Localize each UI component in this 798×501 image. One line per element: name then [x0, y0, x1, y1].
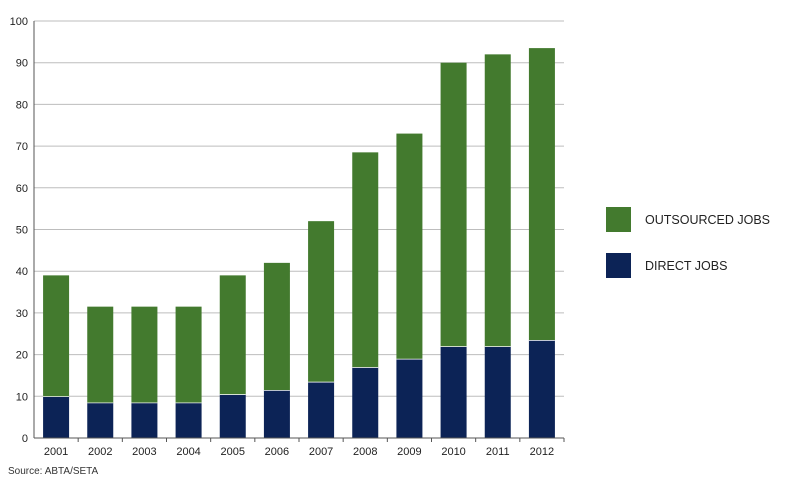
x-tick-label: 2011	[486, 446, 510, 458]
bar-direct	[131, 402, 158, 438]
legend-swatch	[606, 253, 631, 278]
gridlines	[34, 20, 564, 397]
bar-outsourced	[484, 54, 511, 347]
bar-direct	[219, 394, 246, 438]
x-tick-label: 2005	[221, 446, 245, 458]
x-tick-label: 2001	[44, 446, 68, 458]
source-note: Source: ABTA/SETA	[8, 466, 99, 477]
bar-direct	[87, 402, 114, 438]
bar-direct	[396, 358, 423, 438]
x-axis: 2001 2002 2003 2004 2005 2006 2007 2008 2009 2010…	[34, 437, 565, 458]
y-axis: 0 10 20 30 40 50 60 70 80 90 100	[10, 16, 35, 445]
y-tick-label: 40	[16, 266, 28, 278]
bar-direct	[528, 340, 555, 438]
bar-outsourced	[43, 275, 70, 397]
y-tick-label: 100	[10, 16, 28, 28]
bar-outsourced	[396, 133, 423, 359]
bar-outsourced	[87, 306, 114, 403]
bar-direct	[43, 396, 70, 438]
x-tick-label: 2008	[353, 446, 377, 458]
x-tick-label: 2009	[397, 446, 421, 458]
y-tick-label: 20	[16, 350, 28, 362]
y-tick-label: 30	[16, 308, 28, 320]
bar-direct	[263, 390, 290, 438]
x-tick-label: 2012	[530, 446, 554, 458]
bar-direct	[175, 402, 202, 438]
y-tick-label: 60	[16, 183, 28, 195]
legend-label: DIRECT JOBS	[645, 259, 727, 273]
bar-direct	[308, 381, 335, 438]
legend-label: OUTSOURCED JOBS	[645, 213, 770, 227]
bar-outsourced	[131, 306, 158, 403]
legend: OUTSOURCED JOBS DIRECT JOBS	[606, 207, 770, 278]
bar-direct	[484, 346, 511, 438]
x-tick-label: 2010	[441, 446, 465, 458]
legend-swatch	[606, 207, 631, 232]
x-tick-label: 2004	[176, 446, 200, 458]
bar-outsourced	[308, 221, 335, 382]
bar-direct	[352, 367, 379, 438]
x-tick-label: 2003	[132, 446, 156, 458]
x-tick-label: 2002	[88, 446, 112, 458]
y-tick-label: 10	[16, 391, 28, 403]
y-tick-label: 0	[22, 433, 28, 445]
y-tick-label: 50	[16, 225, 28, 237]
bar-direct	[440, 346, 467, 438]
bar-outsourced	[528, 48, 555, 341]
bar-outsourced	[219, 275, 246, 395]
x-tick-label: 2006	[265, 446, 289, 458]
bars	[43, 48, 555, 438]
bar-outsourced	[175, 306, 202, 403]
bar-outsourced	[352, 152, 379, 368]
y-tick-label: 80	[16, 99, 28, 111]
bar-outsourced	[440, 62, 467, 347]
y-tick-label: 90	[16, 58, 28, 70]
x-tick-label: 2007	[309, 446, 333, 458]
y-tick-label: 70	[16, 141, 28, 153]
bar-outsourced	[263, 262, 290, 391]
